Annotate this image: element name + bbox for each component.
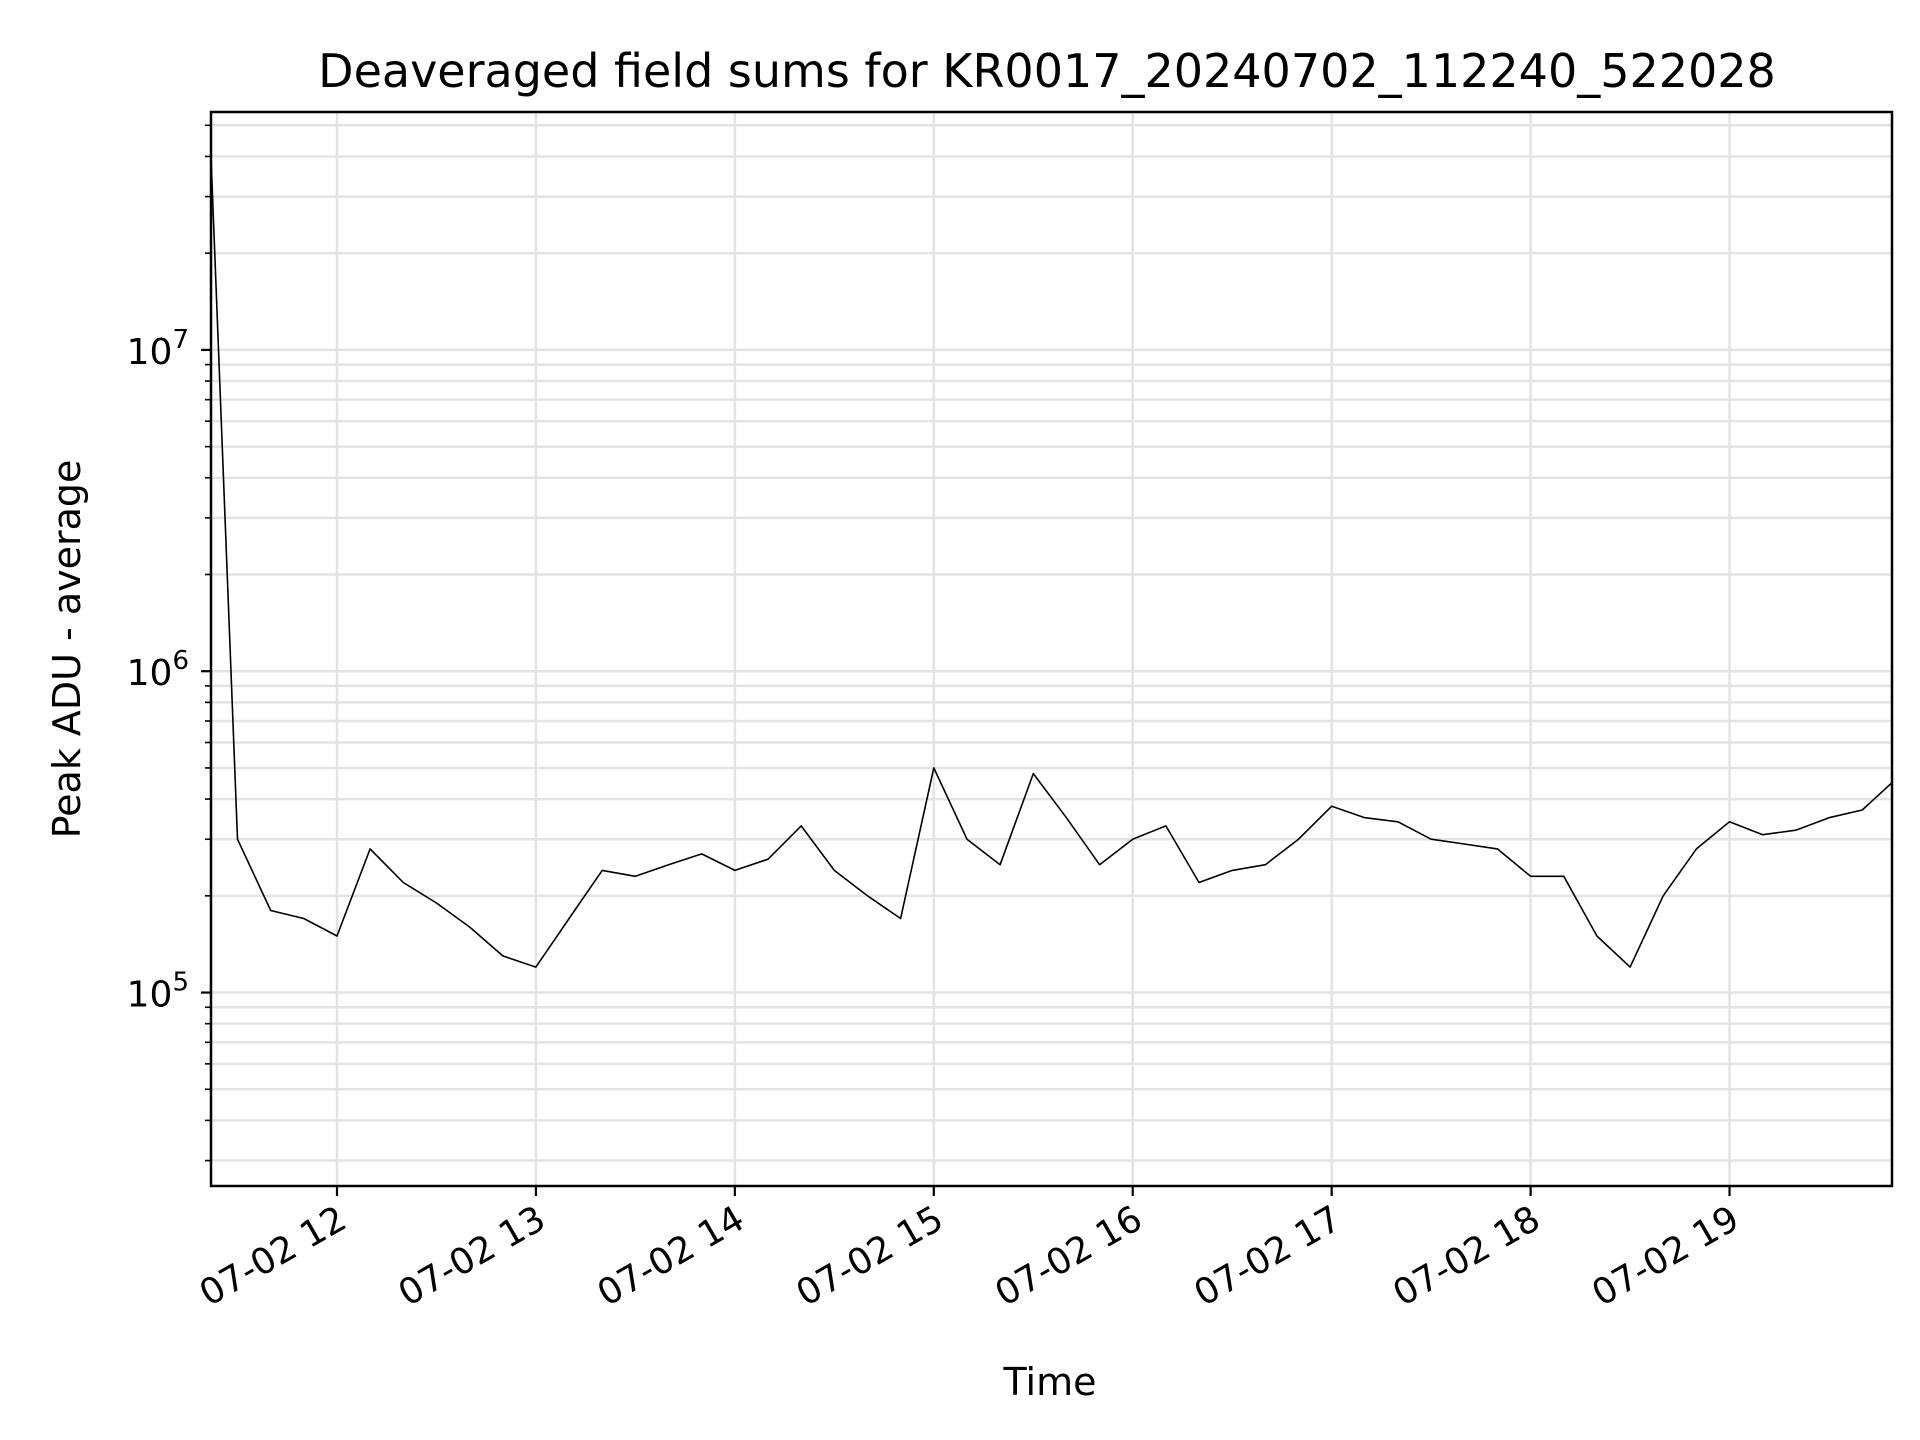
series-line-0 [211,156,1892,968]
series-layer [211,156,1892,968]
y-axis: 105 106 107 [127,124,211,1162]
chart-title: Deaveraged field sums for KR0017_2024070… [318,44,1776,98]
x-axis-label: Time [1003,1360,1097,1404]
plot-frame [209,110,1894,1188]
y-axis-label: Peak ADU - average [45,460,89,839]
y-tick-label: 105 [127,968,189,1016]
y-tick-label: 107 [127,325,189,373]
y-tick-label: 106 [127,646,189,694]
